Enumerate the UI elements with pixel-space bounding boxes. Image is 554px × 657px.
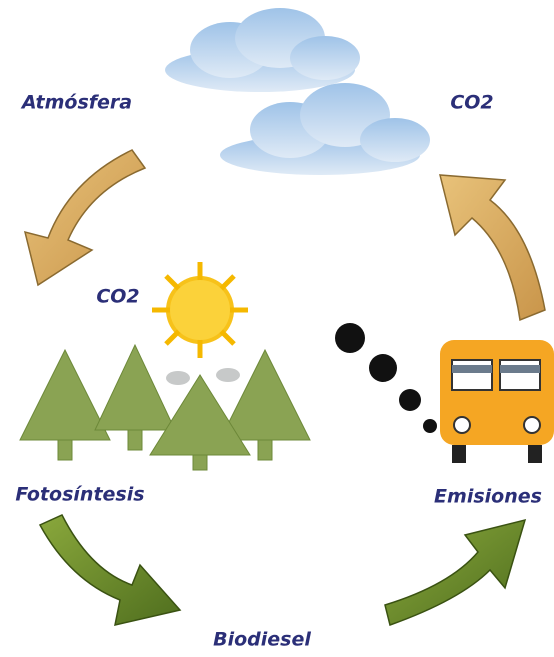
label-emisiones: Emisiones bbox=[434, 486, 542, 508]
arrow-atm-to-co2 bbox=[23, 149, 147, 287]
label-fotosintesis: Fotosíntesis bbox=[15, 484, 144, 506]
label-co2-left: CO2 bbox=[96, 286, 139, 308]
smoke bbox=[335, 323, 437, 433]
label-biodiesel: Biodiesel bbox=[213, 629, 311, 651]
forest bbox=[19, 343, 311, 471]
arrow-emis-to-co2 bbox=[439, 174, 546, 322]
bus bbox=[440, 340, 554, 463]
arrow-bio-to-emis bbox=[384, 518, 527, 626]
arrow-foto-to-bio bbox=[38, 514, 182, 626]
cloud-top bbox=[165, 8, 360, 92]
label-co2-top: CO2 bbox=[450, 92, 493, 114]
label-atmosfera: Atmósfera bbox=[20, 92, 132, 114]
cloud-bottom bbox=[220, 83, 430, 175]
air-puffs bbox=[166, 368, 240, 385]
sun bbox=[152, 262, 248, 358]
